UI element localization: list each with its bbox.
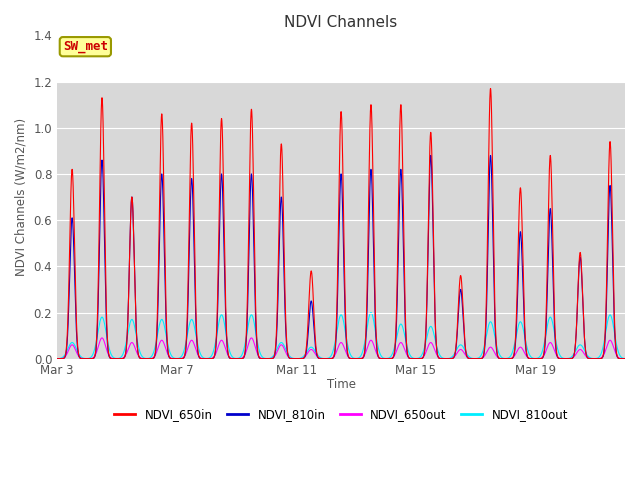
NDVI_650out: [326, 356, 334, 361]
NDVI_650in: [621, 356, 629, 361]
NDVI_810out: [367, 310, 375, 315]
NDVI_650in: [53, 356, 61, 361]
NDVI_810in: [326, 356, 334, 361]
Y-axis label: NDVI Channels (W/m2/nm): NDVI Channels (W/m2/nm): [15, 118, 28, 276]
NDVI_650in: [486, 85, 494, 91]
NDVI_650in: [321, 356, 329, 361]
NDVI_810out: [321, 356, 329, 361]
NDVI_810in: [233, 356, 241, 361]
NDVI_650out: [321, 356, 329, 361]
NDVI_810in: [188, 176, 196, 181]
Line: NDVI_650out: NDVI_650out: [57, 338, 625, 359]
NDVI_650out: [188, 337, 196, 343]
Line: NDVI_650in: NDVI_650in: [57, 88, 625, 359]
Title: NDVI Channels: NDVI Channels: [284, 15, 397, 30]
NDVI_810in: [564, 356, 572, 361]
NDVI_810out: [233, 356, 241, 361]
NDVI_650out: [98, 335, 106, 341]
NDVI_650in: [564, 356, 572, 361]
NDVI_810out: [188, 317, 196, 323]
NDVI_650in: [326, 356, 334, 361]
NDVI_810in: [207, 356, 214, 361]
Bar: [57, 36, 625, 82]
NDVI_650out: [53, 356, 61, 361]
NDVI_810out: [564, 356, 572, 361]
NDVI_650in: [233, 356, 241, 361]
NDVI_650out: [621, 356, 629, 361]
NDVI_810in: [486, 153, 494, 158]
Line: NDVI_810in: NDVI_810in: [57, 156, 625, 359]
NDVI_810in: [53, 356, 61, 361]
NDVI_650in: [207, 356, 214, 361]
NDVI_810in: [621, 356, 629, 361]
X-axis label: Time: Time: [326, 378, 356, 391]
NDVI_650in: [188, 120, 196, 126]
NDVI_810out: [326, 354, 334, 360]
NDVI_650out: [564, 356, 572, 361]
NDVI_810out: [207, 354, 214, 360]
Text: SW_met: SW_met: [63, 40, 108, 53]
NDVI_810out: [621, 356, 629, 361]
NDVI_810in: [321, 356, 329, 361]
Line: NDVI_810out: NDVI_810out: [57, 312, 625, 359]
Legend: NDVI_650in, NDVI_810in, NDVI_650out, NDVI_810out: NDVI_650in, NDVI_810in, NDVI_650out, NDV…: [109, 403, 573, 426]
NDVI_650out: [233, 356, 241, 361]
NDVI_810out: [53, 356, 61, 361]
NDVI_650out: [207, 356, 214, 361]
